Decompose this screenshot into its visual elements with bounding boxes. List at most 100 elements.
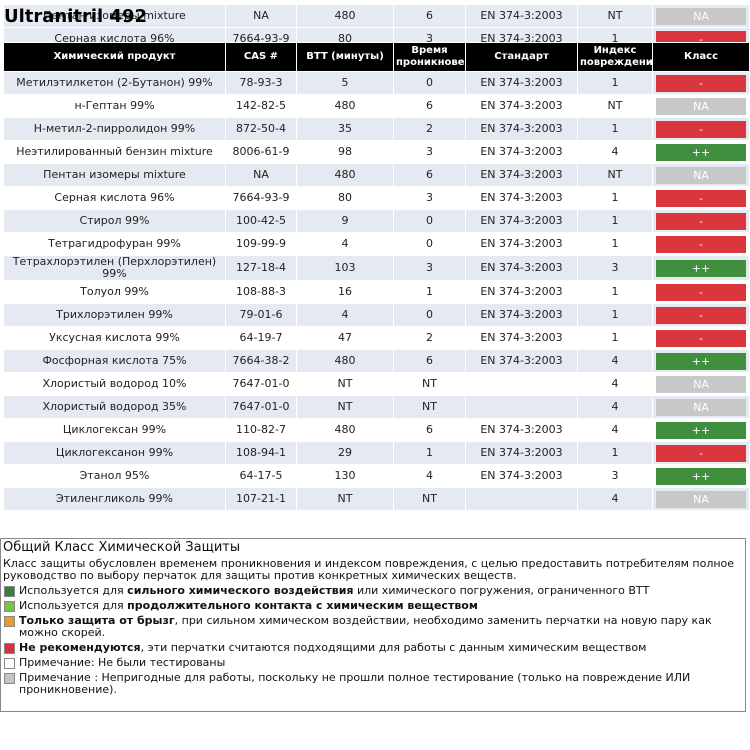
- table-cell: 1: [393, 441, 466, 465]
- class-cell: -: [652, 117, 750, 141]
- legend-text-part: Только защита от брызг: [19, 614, 175, 627]
- table-cell: 3: [577, 464, 653, 488]
- class-cell: -: [652, 280, 750, 304]
- table-cell: Н-метил-2-пирролидон 99%: [3, 117, 226, 141]
- class-badge: -: [656, 329, 746, 347]
- class-cell: NA: [652, 163, 750, 187]
- table-cell: EN 374-3:2003: [465, 94, 578, 118]
- legend-text: Используется для сильного химического во…: [19, 585, 649, 597]
- class-badge: -: [656, 444, 746, 462]
- table-row: Серная кислота 96% 7664-93-9 80 3 EN 374-3:2…: [3, 186, 750, 210]
- class-cell: NA: [652, 372, 750, 396]
- legend: Общий Класс Химической Защиты Класс защи…: [0, 538, 746, 712]
- table-cell: 0: [393, 71, 466, 95]
- table-cell: 108-88-3: [225, 280, 297, 304]
- legend-text-part: продолжительного контакта с химическим в…: [127, 599, 478, 612]
- table-cell: EN 374-3:2003: [465, 209, 578, 233]
- table-cell: 7664-38-2: [225, 349, 297, 373]
- table-cell: 6: [393, 163, 466, 187]
- table-cell: 47: [296, 326, 394, 350]
- table-cell: 1: [577, 71, 653, 95]
- table-cell: 4: [577, 372, 653, 396]
- table-cell: 480: [296, 4, 394, 28]
- table-cell: EN 374-3:2003: [465, 163, 578, 187]
- table-row: Хлористый водород 35% 7647-01-0 NT NT 4 NA: [3, 395, 750, 419]
- resistance-table: Химический продукт CAS # BTT (минуты) Время…: [3, 42, 750, 511]
- legend-swatch: [4, 658, 15, 669]
- table-cell: 1: [577, 280, 653, 304]
- legend-item: Используется для сильного химического во…: [3, 585, 743, 597]
- class-cell: NA: [652, 395, 750, 419]
- table-cell: 108-94-1: [225, 441, 297, 465]
- table-row: Хлористый водород 10% 7647-01-0 NT NT 4 NA: [3, 372, 750, 396]
- class-badge: -: [656, 74, 746, 92]
- class-cell: -: [652, 232, 750, 256]
- table-cell: EN 374-3:2003: [465, 418, 578, 442]
- legend-swatch: [4, 673, 15, 684]
- table-cell: EN 374-3:2003: [465, 232, 578, 256]
- table-cell: 107-21-1: [225, 487, 297, 511]
- table-cell: EN 374-3:2003: [465, 280, 578, 304]
- legend-swatch: [4, 643, 15, 654]
- table-row: Толуол 99% 108-88-3 16 1 EN 374-3:2003 1-: [3, 280, 750, 304]
- table-cell: 1: [577, 303, 653, 327]
- legend-text-part: Не рекомендуются: [19, 641, 141, 654]
- table-cell: 100-42-5: [225, 209, 297, 233]
- table-cell: 1: [577, 209, 653, 233]
- table-cell: 130: [296, 464, 394, 488]
- table-cell: [465, 395, 578, 419]
- table-cell: 7647-01-0: [225, 395, 297, 419]
- class-badge: NA: [656, 375, 746, 393]
- class-badge: NA: [656, 97, 746, 115]
- table-cell: 4: [577, 487, 653, 511]
- class-cell: -: [652, 326, 750, 350]
- legend-description: Класс защиты обусловлен временем проникн…: [3, 557, 735, 582]
- table-row: Этиленгликоль 99% 107-21-1 NT NT 4 NA: [3, 487, 750, 511]
- table-cell: Толуол 99%: [3, 280, 226, 304]
- legend-text: Используется для продолжительного контак…: [19, 600, 478, 612]
- table-cell: 0: [393, 303, 466, 327]
- table-cell: Этанол 95%: [3, 464, 226, 488]
- legend-text-part: , эти перчатки считаются подходящими для…: [140, 641, 647, 654]
- table-cell: NT: [296, 372, 394, 396]
- class-badge: ++: [656, 143, 746, 161]
- header-row: Химический продукт CAS # BTT (минуты) Время…: [3, 42, 750, 72]
- class-badge: NA: [656, 490, 746, 508]
- table-cell: EN 374-3:2003: [465, 140, 578, 164]
- table-row: Фосфорная кислота 75% 7664-38-2 480 6 EN 374…: [3, 349, 750, 373]
- table-cell: EN 374-3:2003: [465, 186, 578, 210]
- legend-item: Только защита от брызг, при сильном хими…: [3, 615, 743, 639]
- table-cell: 8006-61-9: [225, 140, 297, 164]
- legend-text-part: Используется для: [19, 599, 128, 612]
- column-header: Время проникновения: [393, 42, 466, 72]
- table-cell: 7647-01-0: [225, 372, 297, 396]
- table-cell: 6: [393, 349, 466, 373]
- table-row: Пентан изомеры mixture NA 480 6 EN 374-3:200…: [3, 4, 750, 28]
- table-cell: Серная кислота 96%: [3, 186, 226, 210]
- class-badge: -: [656, 120, 746, 138]
- table-row: Стирол 99% 100-42-5 9 0 EN 374-3:2003 1-: [3, 209, 750, 233]
- legend-text-part: или химического погружения, ограниченног…: [353, 584, 650, 597]
- table-cell: 3: [393, 255, 466, 281]
- table-cell: Трихлорэтилен 99%: [3, 303, 226, 327]
- class-badge: -: [656, 306, 746, 324]
- legend-item: Примечание : Непригодные для работы, пос…: [3, 672, 743, 696]
- table-row: Циклогексанон 99% 108-94-1 29 1 EN 374-3:200…: [3, 441, 750, 465]
- table-row: Метилэтилкетон (2-Бутанон) 99% 78-93-3 5 0 E…: [3, 71, 750, 95]
- table-cell: NT: [296, 395, 394, 419]
- table-cell: [465, 487, 578, 511]
- legend-text-part: сильного химического воздействия: [127, 584, 354, 597]
- legend-item: Примечание: Не были тестированы: [3, 657, 743, 669]
- table-cell: 3: [393, 186, 466, 210]
- table-cell: 7664-93-9: [225, 186, 297, 210]
- table-cell: 480: [296, 349, 394, 373]
- table-cell: EN 374-3:2003: [465, 326, 578, 350]
- legend-swatch: [4, 586, 15, 597]
- product-title: Ultranitril 492: [4, 6, 148, 27]
- table-cell: 480: [296, 94, 394, 118]
- class-cell: ++: [652, 349, 750, 373]
- table-cell: Пентан изомеры mixture: [3, 4, 226, 28]
- table-cell: EN 374-3:2003: [465, 441, 578, 465]
- table-cell: 2: [393, 326, 466, 350]
- legend-text: Только защита от брызг, при сильном хими…: [19, 615, 743, 639]
